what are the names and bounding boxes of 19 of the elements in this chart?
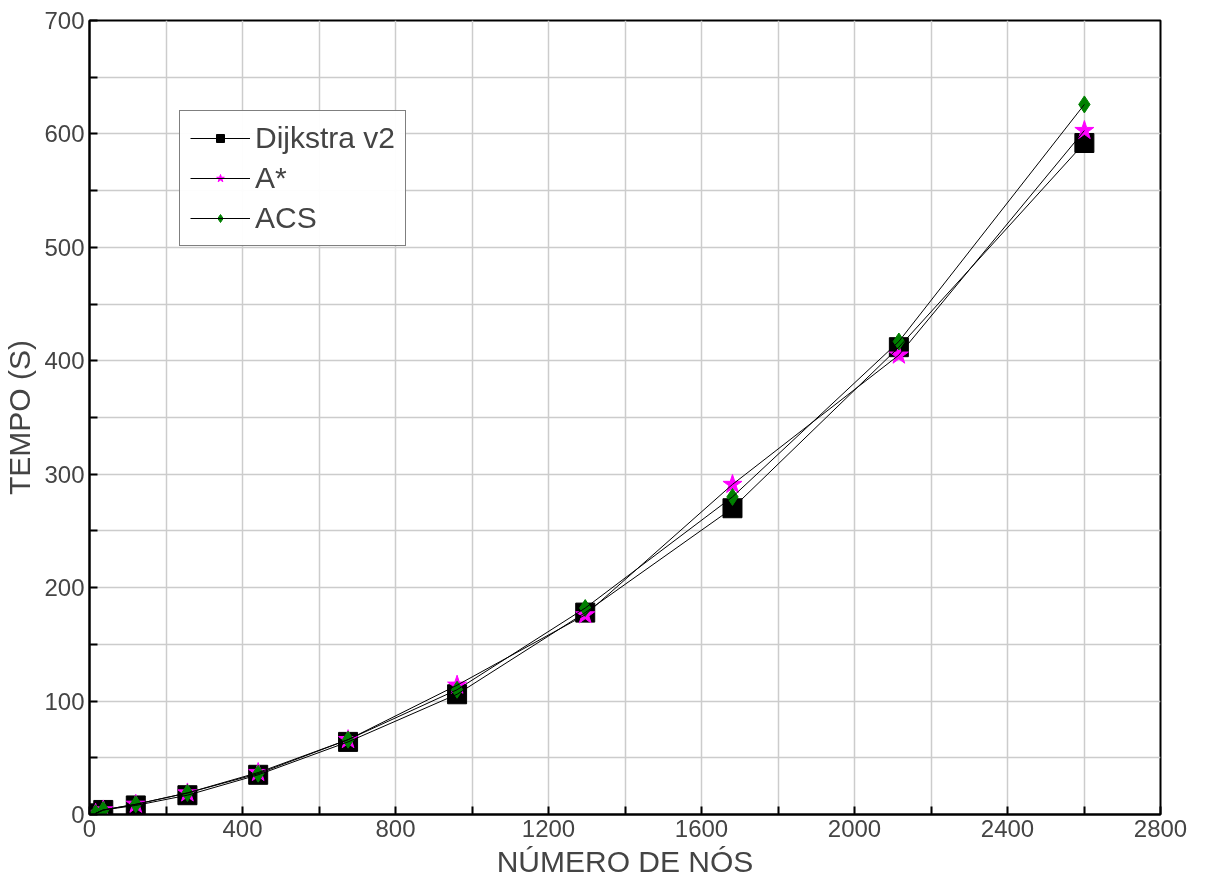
- x-axis-title: NÚMERO DE NÓS: [496, 844, 754, 878]
- x-tick-label: 2400: [980, 814, 1035, 842]
- y-tick-label: 100: [44, 687, 85, 715]
- legend-label: A*: [255, 161, 287, 195]
- legend-label: ACS: [255, 201, 317, 235]
- y-tick-label: 200: [44, 574, 85, 602]
- y-tick-label: 400: [44, 347, 85, 375]
- y-axis-title: TEMPO (S): [3, 340, 37, 495]
- x-tick-label: 1200: [521, 814, 576, 842]
- legend-label: Dijkstra v2: [255, 121, 396, 155]
- x-tick-label: 400: [222, 814, 263, 842]
- x-tick-label: 2800: [1133, 814, 1188, 842]
- x-tick-label: 2000: [827, 814, 882, 842]
- y-tick-label: 600: [44, 120, 85, 148]
- x-tick-label: 1600: [674, 814, 729, 842]
- x-tick-label: 800: [375, 814, 416, 842]
- y-tick-label: 300: [44, 460, 85, 488]
- y-tick-label: 700: [44, 7, 85, 34]
- y-tick-label: 500: [44, 233, 85, 261]
